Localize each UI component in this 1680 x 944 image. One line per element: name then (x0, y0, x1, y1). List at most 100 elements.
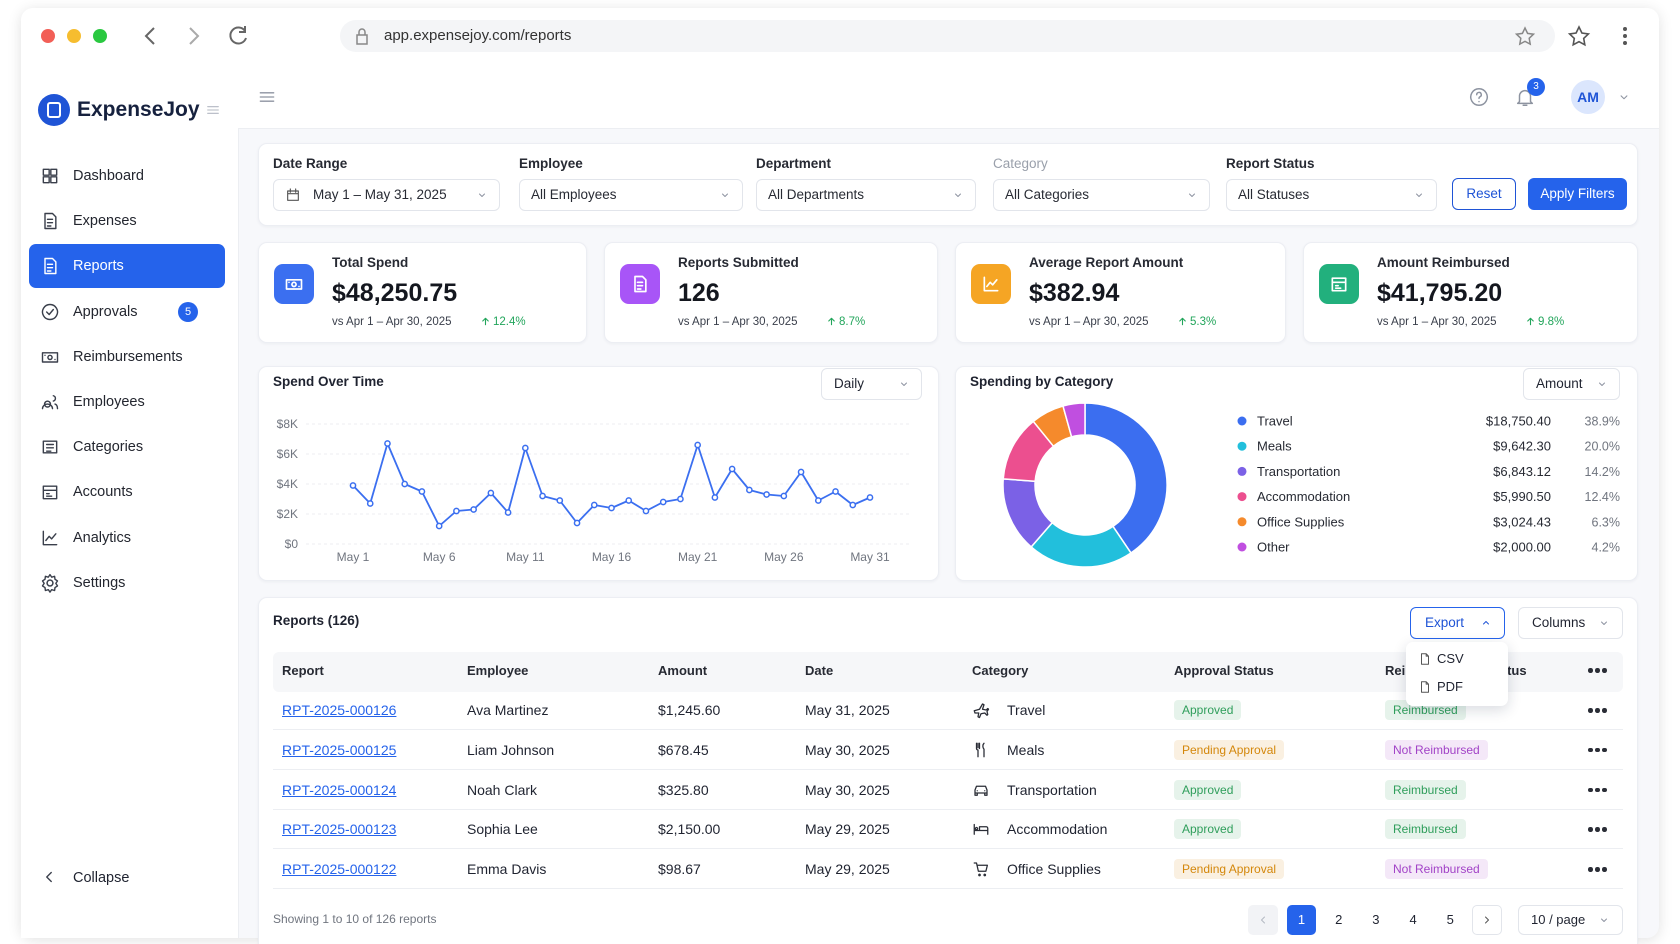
filter-select[interactable] (756, 179, 976, 211)
report-link[interactable]: RPT-2025-000122 (282, 861, 397, 878)
help-icon[interactable] (1468, 86, 1490, 108)
columns-label[interactable]: Columns (1532, 615, 1586, 630)
nav-label[interactable]: Categories (73, 439, 144, 456)
select-chevron (1601, 621, 1607, 625)
nav-label[interactable]: Accounts (73, 484, 133, 501)
category-icon (973, 862, 989, 877)
page-button[interactable]: 1 (1287, 905, 1316, 935)
sidebar (21, 66, 239, 938)
next-page[interactable] (1472, 905, 1502, 935)
more-dot (1602, 827, 1607, 832)
report-link[interactable]: RPT-2025-000125 (282, 741, 397, 758)
kpi-icon-path (1331, 277, 1347, 292)
lock-icon (356, 28, 368, 45)
calendar-icon-path (287, 188, 299, 201)
export-label[interactable]: Export (1425, 615, 1465, 630)
nav-icon[interactable] (40, 347, 60, 367)
kpi-compare: vs Apr 1 – Apr 30, 2025 (678, 316, 798, 328)
url-bar[interactable] (340, 20, 1555, 52)
kpi-icon-bg (1319, 264, 1359, 304)
more-dot (1602, 668, 1607, 673)
kpi-icon (983, 276, 999, 292)
report-link[interactable]: RPT-2025-000123 (282, 821, 397, 838)
filter-select[interactable] (1226, 179, 1437, 211)
reload-button[interactable] (229, 26, 247, 45)
sidebar-toggle[interactable] (205, 102, 221, 118)
column-header: Approval Status (1174, 663, 1274, 678)
kpi-change: 9.8% (1538, 316, 1565, 328)
employee-cell: Emma Davis (467, 861, 547, 878)
page-size[interactable]: 10 / page (1531, 912, 1586, 927)
filter-label: Category (993, 156, 1048, 171)
bookmark-star[interactable] (1514, 26, 1536, 46)
export-chevron (1483, 621, 1489, 625)
nav-active-bg[interactable] (29, 244, 225, 289)
nav-icon[interactable] (40, 573, 60, 593)
nav-icon[interactable] (40, 392, 60, 412)
report-link[interactable]: RPT-2025-000126 (282, 702, 397, 718)
nav-icon[interactable] (40, 437, 60, 457)
header-menu[interactable] (257, 87, 277, 107)
export-button[interactable] (1410, 607, 1505, 639)
nav-icon-path (41, 351, 59, 363)
forward-button[interactable] (189, 27, 200, 45)
page-button[interactable]: 2 (1335, 912, 1343, 927)
collapse-label[interactable]: Collapse (73, 870, 130, 886)
nav-icon[interactable] (40, 211, 60, 231)
filter-label: Report Status (1226, 156, 1315, 171)
nav-label[interactable]: Reimbursements (73, 348, 183, 365)
back-button[interactable] (144, 27, 155, 45)
menu-dot[interactable] (1623, 34, 1627, 38)
page-button[interactable]: 5 (1446, 912, 1454, 927)
select-chevron (955, 193, 961, 197)
select-chevron-path (1416, 193, 1422, 197)
nav-label[interactable]: Settings (73, 574, 126, 591)
page-button[interactable]: 4 (1409, 912, 1417, 927)
next-icon-path (1485, 916, 1489, 924)
zoom-dot[interactable] (93, 29, 107, 43)
reset-button[interactable]: Reset (1452, 178, 1516, 210)
filter-select[interactable] (519, 179, 743, 211)
browser-controls (41, 20, 1627, 52)
nav-icon[interactable] (40, 166, 60, 186)
menu-dot[interactable] (1623, 27, 1627, 31)
extensions-star[interactable] (1567, 25, 1591, 47)
nav-icon[interactable] (40, 482, 60, 502)
avatar[interactable]: AM (1571, 80, 1605, 114)
nav-label[interactable]: Reports (73, 258, 124, 275)
nav-icon[interactable] (40, 528, 60, 548)
more-dot (1602, 787, 1607, 793)
select-chevron (479, 193, 485, 197)
nav-label[interactable]: Approvals (73, 303, 138, 320)
avatar-chevron[interactable] (1617, 90, 1631, 104)
minimize-dot[interactable] (67, 29, 81, 43)
export-option[interactable]: PDF (1437, 679, 1463, 694)
prev-page[interactable] (1248, 905, 1278, 935)
kpi-change-arrow-path (828, 317, 835, 326)
filter-select[interactable] (993, 179, 1210, 211)
close-dot[interactable] (41, 29, 55, 43)
nav-icon-path (41, 303, 59, 320)
nav-icon[interactable] (40, 256, 60, 276)
nav-label[interactable]: Dashboard (73, 168, 144, 184)
filter-value: All Departments (768, 187, 865, 202)
nav-label[interactable]: Expenses (73, 213, 137, 230)
collapse-icon[interactable] (40, 868, 58, 886)
menu-dot[interactable] (1623, 41, 1627, 45)
more-dot (1588, 668, 1593, 673)
kpi-icon (634, 275, 647, 293)
apply-button[interactable]: Apply Filters (1528, 178, 1627, 210)
nav-icon[interactable] (40, 302, 60, 322)
brand-logo (38, 94, 70, 126)
export-option[interactable]: CSV (1437, 651, 1464, 666)
report-link[interactable]: RPT-2025-000124 (282, 781, 397, 798)
date-cell: May 30, 2025 (805, 781, 890, 798)
more-dot (1595, 747, 1600, 753)
nav-label[interactable]: Analytics (73, 529, 132, 546)
filter-select[interactable] (273, 179, 500, 211)
nav-label[interactable]: Employees (73, 394, 145, 410)
export-menu (1406, 642, 1508, 706)
status-badge: Pending Approval (1174, 739, 1285, 760)
page-button[interactable]: 3 (1372, 912, 1380, 927)
select-chevron-path (901, 382, 907, 386)
